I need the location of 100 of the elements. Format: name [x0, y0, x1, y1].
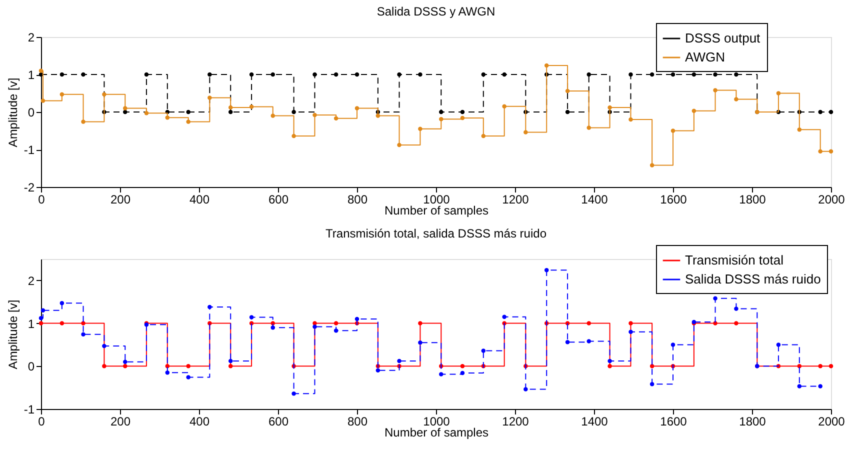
point	[354, 316, 360, 322]
point	[586, 321, 591, 326]
point	[123, 106, 128, 110]
point	[797, 128, 802, 132]
point	[376, 368, 380, 373]
point	[165, 116, 170, 120]
x-tick-label: 1200	[502, 192, 530, 206]
point	[828, 364, 834, 368]
point	[228, 110, 233, 114]
point	[797, 384, 802, 388]
point	[334, 72, 338, 77]
point	[312, 324, 317, 329]
point	[249, 72, 254, 77]
y-tick-label: 2	[28, 274, 35, 288]
point	[60, 321, 64, 326]
point	[828, 110, 834, 114]
point	[502, 72, 506, 77]
x-tick-label: 400	[189, 414, 210, 428]
x-tick-label: 1600	[660, 414, 688, 428]
point	[144, 111, 149, 116]
point	[565, 340, 570, 344]
point	[460, 370, 465, 376]
point	[439, 117, 444, 122]
chart-title: Transmisión total, salida DSSS más ruido	[326, 226, 547, 240]
legend-label: Salida DSSS más ruido	[685, 272, 821, 286]
x-tick-label: 800	[347, 192, 368, 206]
point	[524, 387, 528, 392]
point	[418, 72, 422, 77]
point	[670, 72, 676, 77]
point	[460, 364, 465, 368]
point	[586, 126, 591, 130]
point	[186, 120, 190, 124]
y-tick-label: -1	[24, 143, 35, 157]
point	[60, 92, 64, 96]
y-tick-label: -1	[24, 402, 35, 416]
point	[292, 134, 296, 138]
point	[102, 364, 106, 368]
point	[650, 163, 654, 168]
point	[608, 364, 612, 368]
point	[524, 130, 528, 134]
point	[249, 315, 254, 320]
point	[270, 114, 275, 118]
point	[312, 72, 317, 77]
point	[397, 358, 402, 364]
point	[734, 306, 738, 311]
point	[586, 72, 591, 77]
point	[397, 142, 402, 148]
x-tick-label: 200	[110, 414, 131, 428]
point	[628, 330, 633, 334]
point	[418, 126, 422, 131]
point	[565, 110, 570, 114]
point	[60, 72, 64, 77]
point	[439, 372, 444, 376]
point	[713, 72, 718, 77]
point	[418, 340, 422, 345]
point	[734, 72, 738, 77]
point	[713, 296, 718, 301]
x-tick-label: 1800	[739, 414, 766, 428]
y-tick-label: 1	[28, 316, 35, 331]
point	[670, 342, 676, 347]
point	[123, 364, 128, 368]
point	[60, 301, 64, 306]
point	[418, 321, 422, 326]
point	[776, 91, 781, 96]
point	[38, 321, 44, 326]
point	[818, 384, 822, 388]
x-tick-label: 2000	[818, 414, 846, 428]
point	[828, 149, 834, 154]
point	[502, 314, 506, 319]
point	[208, 304, 212, 310]
x-tick-label: 0	[38, 414, 46, 428]
y-tick-label: 0	[28, 360, 35, 374]
x-axis-title: Number of samples	[384, 426, 489, 440]
point	[228, 105, 233, 110]
point	[81, 332, 86, 337]
point	[38, 68, 44, 73]
point	[565, 88, 570, 94]
point	[818, 149, 822, 154]
point	[628, 117, 633, 122]
point	[481, 134, 486, 138]
point	[354, 106, 360, 110]
point	[38, 316, 44, 320]
point	[228, 364, 233, 368]
point	[481, 348, 486, 353]
point	[544, 63, 549, 68]
point	[692, 72, 696, 77]
x-tick-label: 1800	[739, 192, 766, 206]
x-tick-label: 800	[347, 414, 368, 428]
point	[312, 112, 317, 118]
point	[334, 321, 338, 326]
y-axis-title: Amplitude [v]	[6, 78, 20, 148]
point	[818, 110, 822, 114]
point	[818, 364, 822, 368]
point	[692, 108, 696, 113]
point	[334, 328, 338, 333]
point	[292, 110, 296, 114]
y-tick-label: 2	[28, 30, 35, 44]
x-tick-label: 400	[189, 192, 210, 206]
point	[734, 321, 738, 326]
point	[292, 391, 296, 396]
